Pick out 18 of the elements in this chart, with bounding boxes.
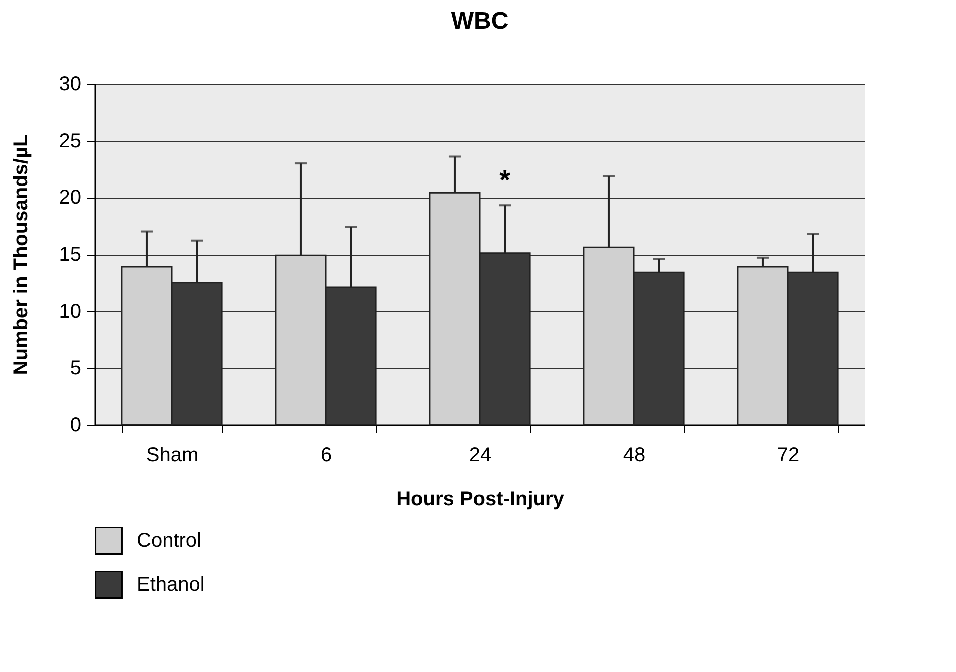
x-tick-label: 6 — [320, 444, 332, 466]
x-tick-label: 24 — [469, 444, 492, 466]
y-tick-label: 15 — [59, 244, 82, 266]
y-tick-label: 10 — [59, 300, 82, 323]
y-tick-label: 0 — [70, 414, 82, 436]
y-axis-title: Number in Thousands/µL — [10, 134, 32, 376]
x-tick-label: Sham — [146, 444, 199, 466]
y-tick-label: 20 — [59, 187, 82, 210]
x-tick-label: 72 — [777, 444, 800, 466]
annotation: * — [500, 164, 511, 196]
y-tick-label: 5 — [70, 358, 82, 380]
legend-label: Ethanol — [137, 574, 205, 596]
chart-title: WBC — [451, 8, 509, 35]
legend-label: Control — [137, 530, 202, 552]
y-tick-label: 25 — [59, 130, 82, 152]
y-tick-label: 30 — [59, 74, 82, 96]
x-tick-label: 48 — [623, 444, 646, 466]
x-axis-title: Hours Post-Injury — [396, 488, 566, 510]
